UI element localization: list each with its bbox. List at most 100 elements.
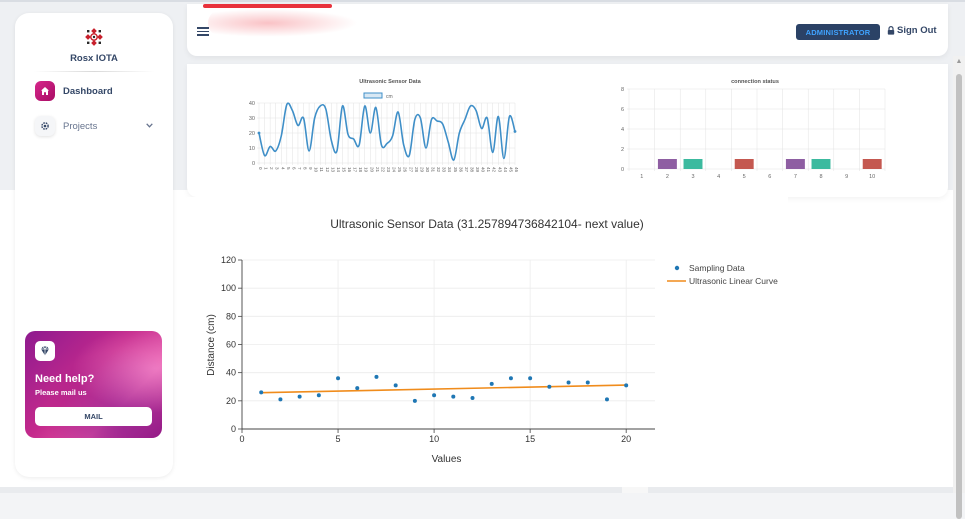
- diamond-icon: [35, 341, 55, 361]
- x-tick-label: 40: [481, 167, 486, 173]
- y-tick-label: 20: [226, 396, 236, 406]
- signout-label: Sign Out: [897, 25, 937, 36]
- sampling-data-point: [259, 390, 264, 395]
- bottom-strip-segment: [622, 487, 648, 493]
- sampling-data-point: [604, 397, 609, 402]
- sidebar-divider: [33, 71, 155, 72]
- bar: [785, 159, 805, 169]
- connection-status-chart: connection status 0 2 4 6 8 1 2 3 4 5 6 7 8 9 10: [621, 79, 886, 180]
- x-tick-label: 30: [425, 167, 430, 173]
- scrollbar-thumb[interactable]: [956, 74, 962, 519]
- sampling-data-point: [470, 396, 475, 401]
- y-tick-label: 6: [621, 107, 624, 113]
- sidebar-item-dashboard[interactable]: Dashboard: [35, 80, 113, 102]
- sensor-scatter-chart: Ultrasonic Sensor Data (31.2578947368421…: [206, 217, 778, 465]
- y-tick-label: 20: [249, 131, 255, 137]
- chevron-down-icon[interactable]: [146, 120, 153, 130]
- scatter-plot-card: [187, 197, 788, 487]
- y-tick-label: 0: [231, 424, 236, 434]
- x-tick-label: 15: [341, 167, 346, 173]
- x-tick-label: 8: [819, 174, 822, 180]
- x-tick-label: 3: [691, 174, 694, 180]
- y-tick-label: 40: [249, 101, 255, 107]
- x-tick-label: 36: [458, 167, 463, 173]
- x-tick-label: 4: [717, 174, 720, 180]
- x-axis-label: Values: [432, 454, 462, 465]
- y-tick-label: 120: [221, 255, 236, 265]
- x-tick-label: 21: [375, 167, 380, 173]
- y-tick-label: 40: [226, 368, 236, 378]
- x-tick-label: 2: [269, 167, 274, 170]
- x-tick-label: 20: [369, 167, 374, 173]
- line-series-cm: [258, 102, 516, 161]
- x-tick-label: 1: [640, 174, 643, 180]
- y-tick-label: 60: [226, 340, 236, 350]
- sampling-data-point: [489, 381, 494, 386]
- y-axis-label: Distance (cm): [206, 314, 217, 376]
- x-tick-label: 6: [768, 174, 771, 180]
- x-tick-label: 33: [442, 167, 447, 173]
- chart-title: Ultrasonic Sensor Data (31.2578947368421…: [330, 217, 644, 231]
- sampling-data-point: [566, 380, 571, 385]
- x-tick-label: 0: [239, 434, 244, 444]
- x-tick-label: 10: [869, 174, 875, 180]
- x-tick-label: 19: [364, 167, 369, 173]
- x-tick-label: 27: [408, 167, 413, 173]
- x-tick-label: 42: [492, 167, 497, 173]
- x-tick-label: 5: [286, 167, 291, 170]
- x-tick-label: 38: [469, 167, 474, 173]
- sampling-data-point: [451, 394, 456, 399]
- x-tick-label: 7: [297, 167, 302, 170]
- vertical-scrollbar[interactable]: ▲: [953, 56, 965, 519]
- gear-icon: [35, 116, 55, 136]
- x-tick-label: 22: [380, 167, 385, 173]
- x-tick-label: 2: [666, 174, 669, 180]
- x-tick-label: 13: [330, 167, 335, 173]
- mail-button[interactable]: MAIL: [35, 407, 152, 426]
- sidebar-item-projects[interactable]: Projects: [35, 115, 97, 137]
- bar: [657, 159, 677, 169]
- x-tick-label: 14: [336, 167, 341, 173]
- legend-label: Ultrasonic Linear Curve: [689, 276, 778, 286]
- x-tick-label: 41: [486, 167, 491, 173]
- y-tick-label: 4: [621, 127, 624, 133]
- x-tick-label: 9: [845, 174, 848, 180]
- chart-title: Ultrasonic Sensor Data: [359, 79, 421, 85]
- x-tick-label: 20: [621, 434, 631, 444]
- y-tick-label: 0: [621, 167, 624, 173]
- x-tick-label: 43: [497, 167, 502, 173]
- x-tick-label: 26: [403, 167, 408, 173]
- brand-logo-icon: [85, 28, 103, 46]
- sampling-data-point: [528, 376, 533, 381]
- legend-marker: [674, 265, 680, 271]
- legend-label: Sampling Data: [689, 263, 745, 273]
- sampling-data-point: [508, 376, 513, 381]
- x-tick-label: 23: [386, 167, 391, 173]
- x-tick-label: 1: [264, 167, 269, 170]
- help-title: Need help?: [35, 373, 95, 385]
- x-tick-label: 31: [431, 167, 436, 173]
- menu-toggle-icon[interactable]: [197, 27, 209, 36]
- y-tick-label: 2: [621, 147, 624, 153]
- x-tick-label: 4: [280, 167, 285, 170]
- x-tick-label: 8: [303, 167, 308, 170]
- x-tick-label: 7: [794, 174, 797, 180]
- sampling-data-point: [393, 383, 398, 388]
- charts-card: [187, 64, 948, 197]
- header-blurred-area: [208, 9, 358, 37]
- legend-swatch: [363, 92, 383, 99]
- help-card: Need help? Please mail us MAIL: [25, 331, 162, 438]
- brand[interactable]: Rosx IOTA: [15, 27, 173, 64]
- signout-button[interactable]: Sign Out: [887, 25, 937, 36]
- bar: [734, 159, 754, 169]
- y-tick-label: 100: [221, 283, 236, 293]
- role-badge: ADMINISTRATOR: [796, 24, 880, 40]
- x-tick-label: 12: [325, 167, 330, 173]
- sampling-data-point: [585, 380, 590, 385]
- x-tick-label: 46: [514, 167, 519, 173]
- x-tick-label: 34: [447, 167, 452, 173]
- sampling-data-point: [355, 386, 360, 391]
- linear-curve-line: [261, 384, 627, 394]
- scroll-up-arrow-icon[interactable]: ▲: [955, 58, 963, 65]
- sidebar-item-label: Dashboard: [63, 85, 113, 97]
